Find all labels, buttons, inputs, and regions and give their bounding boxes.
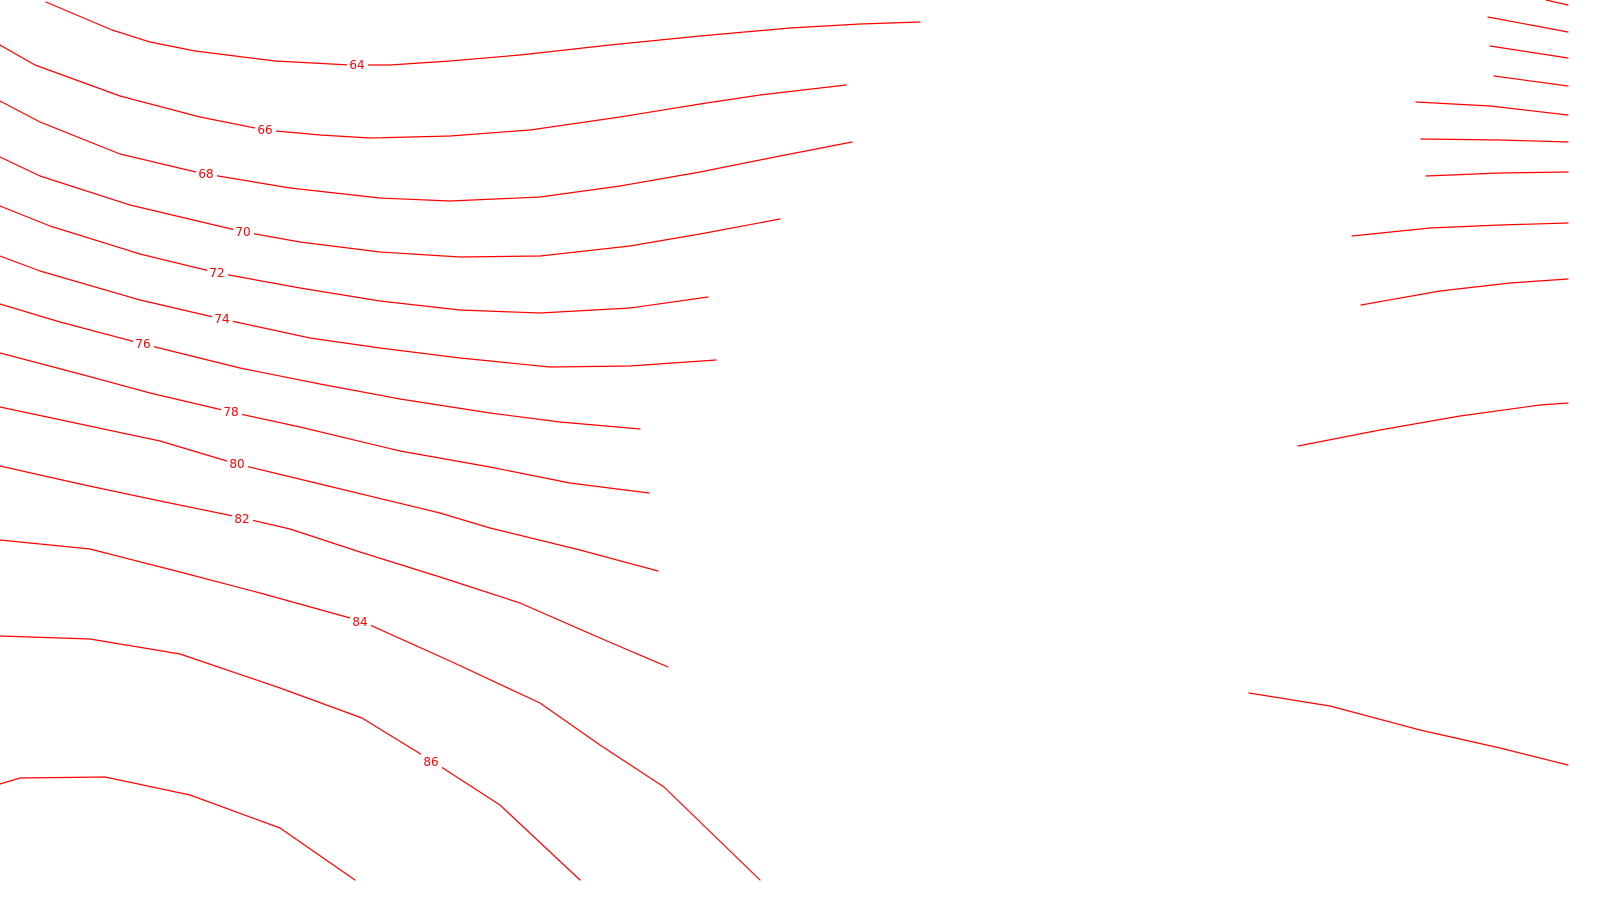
contour-label-76: 76 — [135, 337, 150, 351]
contour-line-86 — [0, 635, 581, 881]
contour-label-82: 82 — [234, 512, 249, 526]
contour-line-84 — [0, 539, 761, 881]
contour-line-right-3 — [1489, 45, 1569, 59]
contour-label-84: 84 — [352, 615, 367, 629]
contour-labels: 64 66 68 70 72 74 76 78 80 82 84 86 — [133, 57, 442, 769]
contour-line-78 — [0, 352, 650, 494]
contour-line-88 — [0, 776, 356, 881]
contour-label-72: 72 — [209, 266, 224, 280]
contour-line-right-2 — [1487, 16, 1569, 33]
contour-line-68 — [0, 100, 853, 202]
contour-label-64: 64 — [349, 58, 364, 72]
contour-line-76 — [0, 303, 641, 430]
contour-label-86: 86 — [423, 755, 438, 769]
contour-label-80: 80 — [229, 457, 244, 471]
contour-line-right-11 — [1248, 692, 1569, 766]
contour-label-68: 68 — [198, 167, 213, 181]
contour-label-74: 74 — [214, 312, 229, 326]
contour-line-right-4 — [1493, 75, 1569, 87]
contour-line-64 — [45, 1, 921, 66]
contour-line-82 — [0, 465, 669, 668]
contour-line-right-7 — [1425, 171, 1569, 177]
contour-line-right-10 — [1297, 402, 1569, 447]
contour-label-70: 70 — [235, 225, 250, 239]
contour-line-80 — [0, 406, 659, 572]
contour-label-66: 66 — [257, 123, 272, 137]
contour-lines-left — [0, 1, 921, 881]
contour-line-right-1 — [1545, 0, 1569, 6]
contour-line-right-6 — [1420, 138, 1569, 143]
contour-line-right-8 — [1351, 222, 1569, 237]
contour-line-66 — [0, 44, 847, 139]
contour-line-72 — [0, 205, 709, 314]
contour-line-74 — [0, 255, 717, 368]
contour-label-78: 78 — [223, 405, 238, 419]
contour-line-right-5 — [1415, 101, 1569, 116]
contour-line-right-9 — [1360, 278, 1569, 306]
contour-lines-right — [1248, 0, 1569, 766]
contour-line-70 — [0, 156, 781, 258]
